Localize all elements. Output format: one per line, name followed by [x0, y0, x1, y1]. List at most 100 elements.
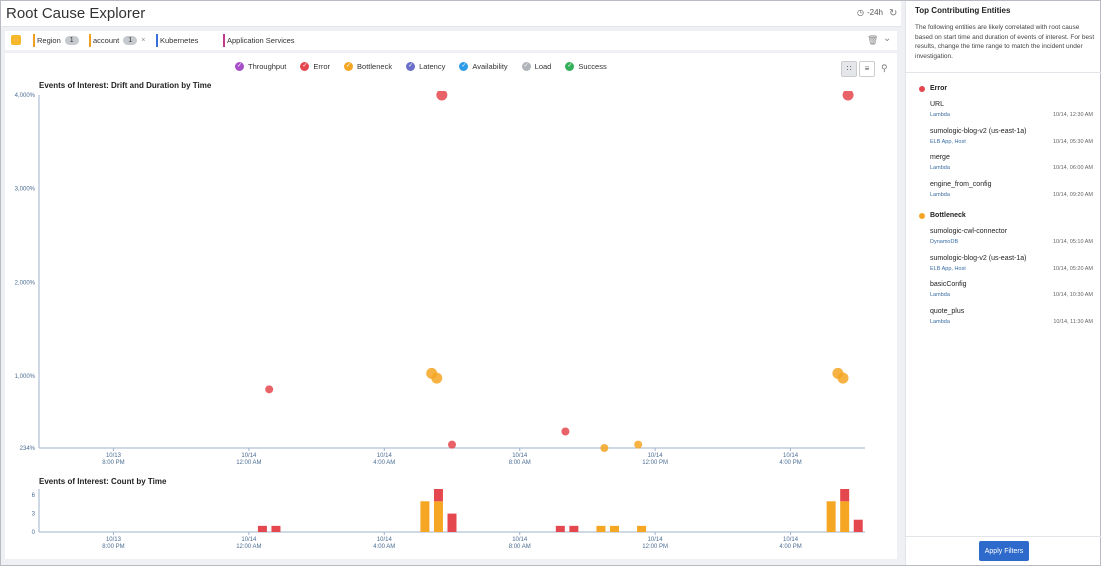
- list-view-icon[interactable]: ≡: [859, 61, 875, 77]
- entity-item[interactable]: sumologic-blog-v2 (us-east-1a) ELB App, H…: [930, 128, 1093, 150]
- chip-color-bar: [33, 34, 35, 47]
- filter-bar: Region 1 account 1 × Kubernetes Application Se…: [5, 31, 897, 50]
- chip-label: Application Services: [227, 36, 295, 45]
- filter-chip-application-services[interactable]: Application Services: [223, 34, 295, 47]
- x-tick-label: 10/14: [241, 453, 257, 459]
- filter-icon[interactable]: [11, 35, 21, 45]
- apply-filters-button[interactable]: Apply Filters: [979, 541, 1029, 561]
- legend-item-error[interactable]: ✓ Error: [300, 62, 330, 71]
- y-tick-label: 234%: [20, 446, 36, 452]
- entity-item[interactable]: sumologic-cwl-connector DynamoDB 10/14, 05…: [930, 228, 1093, 250]
- y-tick-label: 1,000%: [15, 374, 36, 380]
- filter-chip-account[interactable]: account 1 ×: [89, 34, 145, 47]
- legend-label: Error: [313, 62, 331, 71]
- chip-color-bar: [223, 34, 225, 47]
- bar-error: [853, 519, 863, 532]
- refresh-icon[interactable]: ↻: [889, 8, 898, 19]
- entity-item[interactable]: basicConfig Lambda 10/14, 10:30 AM: [930, 281, 1093, 303]
- bar-bottleneck: [420, 501, 430, 532]
- legend-item-latency[interactable]: ✓ Latency: [406, 62, 445, 71]
- bar-bottleneck: [826, 501, 836, 532]
- x-tick-label: 12:00 PM: [642, 544, 668, 550]
- scatter-chart-title: Events of Interest: Drift and Duration b…: [39, 81, 212, 90]
- legend-item-bottleneck[interactable]: ✓ Bottleneck: [344, 62, 392, 71]
- data-point-error: [842, 91, 854, 101]
- entity-time: 10/14, 05:10 AM: [1052, 239, 1093, 245]
- data-point-error: [561, 427, 570, 436]
- close-icon[interactable]: ×: [141, 37, 146, 44]
- sidebar-title: Top Contributing Entities: [915, 6, 1011, 15]
- legend-item-load[interactable]: ✓ Load: [521, 62, 552, 71]
- x-tick-label: 10/14: [783, 537, 799, 543]
- bar-error: [569, 525, 579, 532]
- legend-item-success[interactable]: ✓ Success: [565, 62, 607, 71]
- entity-time: 10/14, 05:30 AM: [1052, 138, 1093, 145]
- chart-legend: ✓ Throughput ✓ Error ✓ Bottleneck ✓ Latency ✓ Ava…: [235, 62, 607, 71]
- filter-chip-region[interactable]: Region 1: [33, 34, 79, 47]
- x-tick-label: 12:00 AM: [236, 544, 261, 550]
- entity-name: sumologic-blog-v2 (us-east-1a): [930, 127, 1027, 135]
- divider: [906, 72, 1101, 73]
- legend-label: Latency: [419, 62, 446, 71]
- scatter-chart: 4,000% 3,000% 2,000% 1,000% 234% 10/138:00 PM…: [15, 91, 865, 466]
- entity-type: DynamoDB: [930, 239, 959, 245]
- x-tick-label: 4:00 PM: [779, 544, 801, 550]
- check-icon: ✓: [300, 62, 310, 71]
- bar-bottleneck: [433, 501, 443, 532]
- bar-error: [257, 525, 267, 532]
- main-panel: Root Cause Explorer ◷ -24h ↻ Region 1 acco…: [1, 1, 901, 565]
- page-title: Root Cause Explorer: [6, 5, 146, 22]
- x-tick-label: 10/14: [377, 537, 393, 543]
- chip-label: Region: [37, 36, 61, 45]
- entity-name: merge: [930, 154, 950, 161]
- entity-type: ELB App, Host: [930, 265, 966, 272]
- view-toggle: ∷ ≡: [841, 61, 875, 77]
- legend-item-throughput[interactable]: ✓ Throughput: [235, 62, 286, 71]
- chip-label: Kubernetes: [160, 36, 199, 45]
- entity-name: quote_plus: [930, 307, 965, 315]
- group-label: Error: [930, 85, 948, 92]
- zoom-icon[interactable]: ⚲: [881, 63, 888, 73]
- trash-icon[interactable]: 🗑: [867, 35, 879, 45]
- check-icon: ✓: [521, 62, 531, 71]
- chevron-down-icon[interactable]: ⌄: [883, 33, 892, 44]
- x-tick-label: 4:00 AM: [373, 544, 395, 550]
- time-range-label: -24h: [866, 8, 883, 17]
- entity-item[interactable]: merge Lambda 10/14, 06:00 AM: [930, 154, 1093, 176]
- x-tick-label: 10/14: [512, 537, 528, 543]
- filter-chip-kubernetes[interactable]: Kubernetes: [156, 34, 198, 47]
- x-tick-label: 10/14: [377, 453, 393, 459]
- entity-item[interactable]: sumologic-blog-v2 (us-east-1a) ELB App, H…: [930, 255, 1093, 277]
- y-tick-label: 4,000%: [15, 93, 36, 99]
- x-tick-label: 10/14: [783, 453, 799, 459]
- divider: [906, 536, 1101, 537]
- time-range-picker[interactable]: ◷ -24h: [857, 8, 883, 17]
- bar-chart-title: Events of Interest: Count by Time: [39, 477, 167, 486]
- legend-item-availability[interactable]: ✓ Availability: [459, 62, 508, 71]
- entity-item[interactable]: quote_plus Lambda 10/14, 11:30 AM: [930, 308, 1093, 330]
- legend-label: Load: [534, 62, 552, 71]
- scatter-view-icon[interactable]: ∷: [841, 61, 857, 77]
- x-tick-label: 10/13: [106, 537, 122, 543]
- entity-time: 10/14, 05:20 AM: [1052, 265, 1093, 272]
- entity-item[interactable]: URL Lambda 10/14, 12:30 AM: [930, 101, 1093, 123]
- y-tick-label: 6: [32, 493, 36, 499]
- chip-label: account: [93, 36, 120, 45]
- bar-bottleneck: [637, 525, 647, 532]
- entity-name: URL: [930, 101, 945, 108]
- x-tick-label: 8:00 AM: [509, 544, 531, 550]
- entity-name: sumologic-cwl-connector: [930, 228, 1008, 235]
- status-dot: [919, 212, 925, 219]
- check-icon: ✓: [235, 62, 244, 71]
- entity-group-bottleneck: Bottleneck: [919, 212, 966, 219]
- x-tick-label: 10/14: [648, 537, 664, 543]
- check-icon: ✓: [565, 62, 575, 71]
- entity-type: Lambda: [930, 292, 950, 298]
- sidebar-description: The following entities are likely correl…: [915, 24, 1095, 60]
- header-bar: Root Cause Explorer ◷ -24h ↻: [1, 1, 901, 27]
- chip-count: 1: [123, 36, 138, 45]
- x-tick-label: 8:00 AM: [509, 460, 531, 466]
- bar-error: [447, 513, 457, 532]
- entity-item[interactable]: engine_from_config Lambda 10/14, 09:20 AM: [930, 181, 1093, 203]
- chip-color-bar: [156, 34, 158, 47]
